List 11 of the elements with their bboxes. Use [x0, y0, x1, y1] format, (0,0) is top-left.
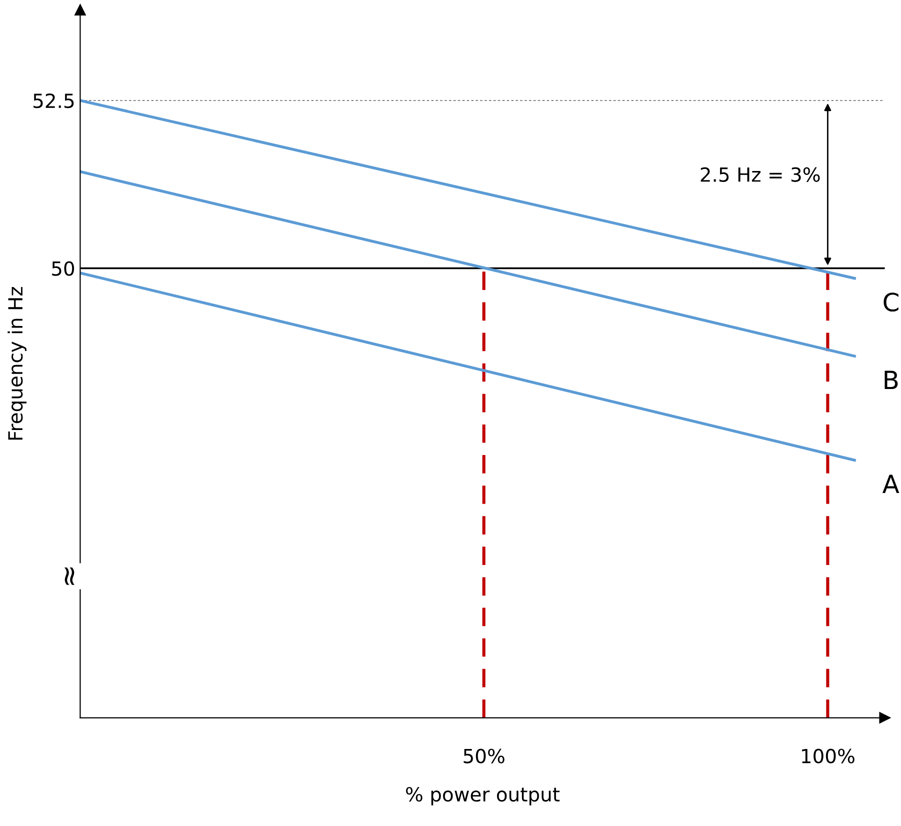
- x-tick-label: 50%: [464, 748, 504, 764]
- y-tick-label: 52.5: [34, 93, 74, 108]
- series-label: A: [882, 474, 900, 494]
- text: ≈: [64, 568, 75, 585]
- x-tick-label: 100%: [802, 748, 854, 764]
- series-label: B: [884, 370, 898, 390]
- series-label: C: [884, 292, 898, 312]
- y-axis-title: Frequency in Hz: [8, 287, 26, 440]
- y-tick-label: 50: [52, 261, 74, 276]
- annotation: 2.5 Hz = 3%: [700, 167, 820, 182]
- x-axis-title: % power output: [406, 786, 560, 806]
